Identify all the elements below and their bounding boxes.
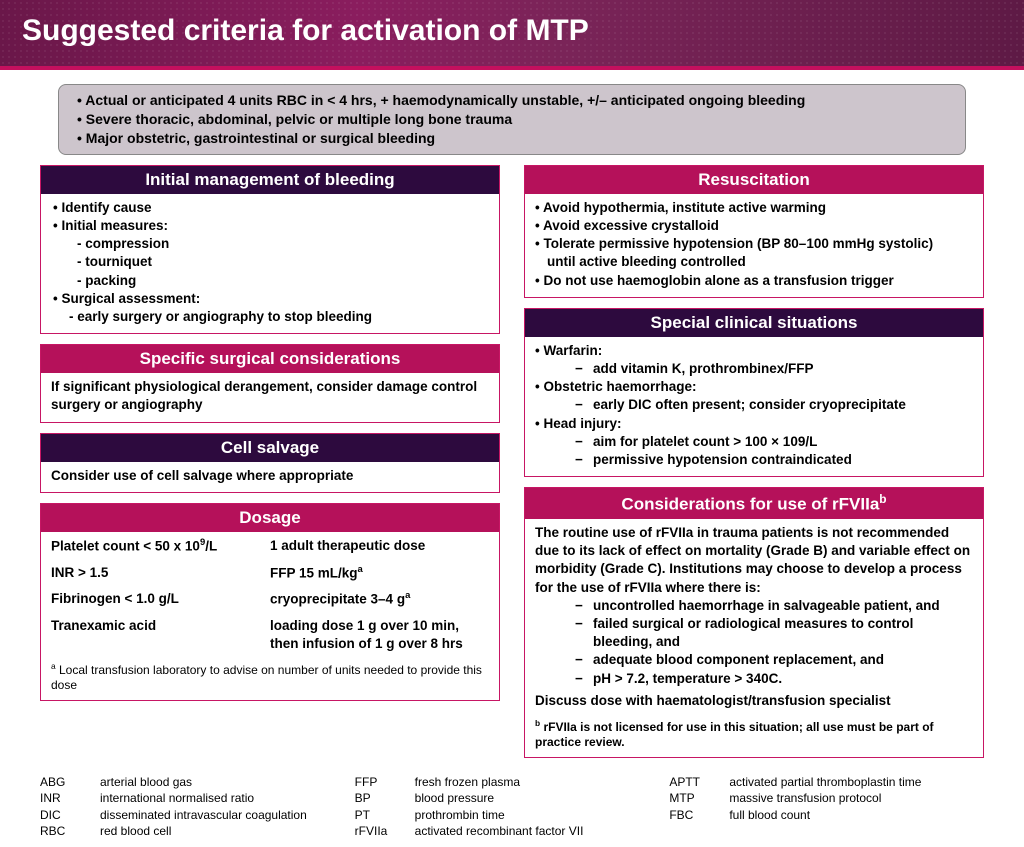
abbrev-row: MTPmassive transfusion protocol xyxy=(669,790,984,806)
panel-rfviia: Considerations for use of rFVIIab The ro… xyxy=(524,487,984,758)
abbrev-col: ABGarterial blood gas INRinternational n… xyxy=(40,774,355,839)
abbrev-row: BPblood pressure xyxy=(355,790,670,806)
panel-title-rfviia: Considerations for use of rFVIIab xyxy=(525,488,983,519)
text-line: • Avoid excessive crystalloid xyxy=(535,217,973,235)
dash-item: −failed surgical or radiological measure… xyxy=(575,615,973,651)
dosage-key: Tranexamic acid xyxy=(51,617,270,653)
abbrev-row: INRinternational normalised ratio xyxy=(40,790,355,806)
panel-body: Consider use of cell salvage where appro… xyxy=(41,462,499,492)
dash-item: −early DIC often present; consider cryop… xyxy=(575,396,973,414)
panel-cell-salvage: Cell salvage Consider use of cell salvag… xyxy=(40,433,500,493)
dash-item: −permissive hypotension contraindicated xyxy=(575,451,973,469)
text-line: - tourniquet xyxy=(51,253,489,271)
panel-special-situations: Special clinical situations • Warfarin: … xyxy=(524,308,984,478)
panel-resuscitation: Resuscitation • Avoid hypothermia, insti… xyxy=(524,165,984,298)
panel-body: • Avoid hypothermia, institute active wa… xyxy=(525,194,983,297)
abbrev-col: FFPfresh frozen plasma BPblood pressure … xyxy=(355,774,670,839)
dash-item: −adequate blood component replacement, a… xyxy=(575,651,973,669)
text-line: until active bleeding controlled xyxy=(535,253,973,271)
dosage-key: Fibrinogen < 1.0 g/L xyxy=(51,590,270,609)
panel-title-surgical: Specific surgical considerations xyxy=(41,345,499,373)
right-column: Resuscitation • Avoid hypothermia, insti… xyxy=(524,165,984,768)
panel-surgical-considerations: Specific surgical considerations If sign… xyxy=(40,344,500,422)
panel-title-special: Special clinical situations xyxy=(525,309,983,337)
rfviia-conditions: −uncontrolled haemorrhage in salvageable… xyxy=(535,597,973,688)
text-line: - early surgery or angiography to stop b… xyxy=(51,308,489,326)
page-header: Suggested criteria for activation of MTP xyxy=(0,0,1024,70)
panel-title-cell: Cell salvage xyxy=(41,434,499,462)
panel-body: Platelet count < 50 x 109/L 1 adult ther… xyxy=(41,532,499,701)
text-line: • Do not use haemoglobin alone as a tran… xyxy=(535,272,973,290)
text-line: • Warfarin: xyxy=(535,342,973,360)
page-title: Suggested criteria for activation of MTP xyxy=(22,14,1002,48)
columns-wrap: Initial management of bleeding • Identif… xyxy=(40,165,984,768)
text-line: • Initial measures: xyxy=(51,217,489,235)
text-line: • Tolerate permissive hypotension (BP 80… xyxy=(535,235,973,253)
dosage-key: INR > 1.5 xyxy=(51,564,270,583)
text-line: • Avoid hypothermia, institute active wa… xyxy=(535,199,973,217)
panel-title-initial: Initial management of bleeding xyxy=(41,166,499,194)
abbrev-row: DICdisseminated intravascular coagulatio… xyxy=(40,807,355,823)
panel-body: • Warfarin: −add vitamin K, prothrombine… xyxy=(525,337,983,477)
dosage-key: Platelet count < 50 x 109/L xyxy=(51,537,270,556)
text-line: • Surgical assessment: xyxy=(51,290,489,308)
dosage-val: FFP 15 mL/kga xyxy=(270,564,489,583)
dosage-val: 1 adult therapeutic dose xyxy=(270,537,489,556)
abbrev-row: RBCred blood cell xyxy=(40,823,355,839)
text-line: • Head injury: xyxy=(535,415,973,433)
content-area: • Actual or anticipated 4 units RBC in <… xyxy=(0,70,1024,847)
panel-title-dosage: Dosage xyxy=(41,504,499,532)
dash-item: −pH > 7.2, temperature > 340C. xyxy=(575,670,973,688)
dosage-grid: Platelet count < 50 x 109/L 1 adult ther… xyxy=(51,537,489,654)
panel-body: • Identify cause • Initial measures: - c… xyxy=(41,194,499,334)
text-line: - packing xyxy=(51,272,489,290)
panel-body: The routine use of rFVIIa in trauma pati… xyxy=(525,519,983,757)
text-line: • Obstetric haemorrhage: xyxy=(535,378,973,396)
criteria-line: • Actual or anticipated 4 units RBC in <… xyxy=(77,91,947,110)
abbrev-row: PTprothrombin time xyxy=(355,807,670,823)
text-line: - compression xyxy=(51,235,489,253)
text-line: • Identify cause xyxy=(51,199,489,217)
abbrev-col: APTTactivated partial thromboplastin tim… xyxy=(669,774,984,839)
panel-dosage: Dosage Platelet count < 50 x 109/L 1 adu… xyxy=(40,503,500,702)
abbreviations: ABGarterial blood gas INRinternational n… xyxy=(40,774,984,839)
criteria-box: • Actual or anticipated 4 units RBC in <… xyxy=(58,84,966,155)
abbrev-row: ABGarterial blood gas xyxy=(40,774,355,790)
dosage-val: cryoprecipitate 3–4 ga xyxy=(270,590,489,609)
abbrev-row: FFPfresh frozen plasma xyxy=(355,774,670,790)
criteria-line: • Severe thoracic, abdominal, pelvic or … xyxy=(77,110,947,129)
panel-title-resus: Resuscitation xyxy=(525,166,983,194)
dash-item: −aim for platelet count > 100 × 109/L xyxy=(575,433,973,451)
rfviia-intro: The routine use of rFVIIa in trauma pati… xyxy=(535,524,973,597)
panel-initial-management: Initial management of bleeding • Identif… xyxy=(40,165,500,335)
panel-body: If significant physiological derangement… xyxy=(41,373,499,421)
dosage-val: loading dose 1 g over 10 min, then infus… xyxy=(270,617,489,653)
dash-item: −uncontrolled haemorrhage in salvageable… xyxy=(575,597,973,615)
rfviia-discuss: Discuss dose with haematologist/transfus… xyxy=(535,692,973,710)
abbrev-row: FBCfull blood count xyxy=(669,807,984,823)
dosage-footnote: a Local transfusion laboratory to advise… xyxy=(51,661,489,693)
dash-item: −add vitamin K, prothrombinex/FFP xyxy=(575,360,973,378)
left-column: Initial management of bleeding • Identif… xyxy=(40,165,500,768)
abbrev-row: APTTactivated partial thromboplastin tim… xyxy=(669,774,984,790)
rfviia-footnote: b rFVIIa is not licensed for use in this… xyxy=(535,718,973,750)
criteria-line: • Major obstetric, gastrointestinal or s… xyxy=(77,129,947,148)
abbrev-row: rFVIIaactivated recombinant factor VII xyxy=(355,823,670,839)
